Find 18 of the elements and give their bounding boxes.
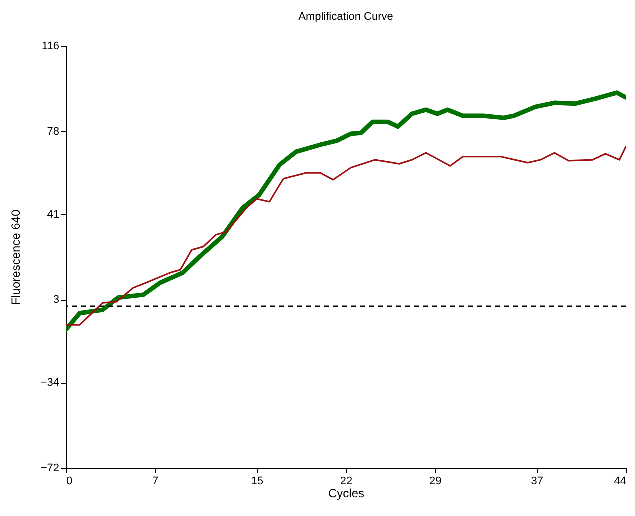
line-series <box>66 146 626 326</box>
y-tick-label: −72 <box>40 462 60 474</box>
y-axis-title: Fluorescence 640 <box>8 209 23 306</box>
y-tick-label: 116 <box>42 40 60 52</box>
x-tick-label: 29 <box>429 476 442 488</box>
x-tick-label: 37 <box>531 476 544 488</box>
x-axis-title: Cycles <box>328 486 365 500</box>
chart-title: Amplification Curve <box>298 11 394 23</box>
line-series <box>66 90 626 332</box>
y-tick-label: 3 <box>53 294 60 306</box>
x-tick-label: 44 <box>614 476 626 488</box>
x-tick-label: 7 <box>152 476 159 488</box>
y-tick-label: 41 <box>47 208 60 221</box>
x-tick-label: 0 <box>66 476 73 488</box>
y-tick-label: −34 <box>40 377 60 390</box>
x-tick-label: 15 <box>251 476 264 488</box>
x-tick-label: 22 <box>340 476 353 488</box>
y-tick-label: 78 <box>47 126 60 138</box>
